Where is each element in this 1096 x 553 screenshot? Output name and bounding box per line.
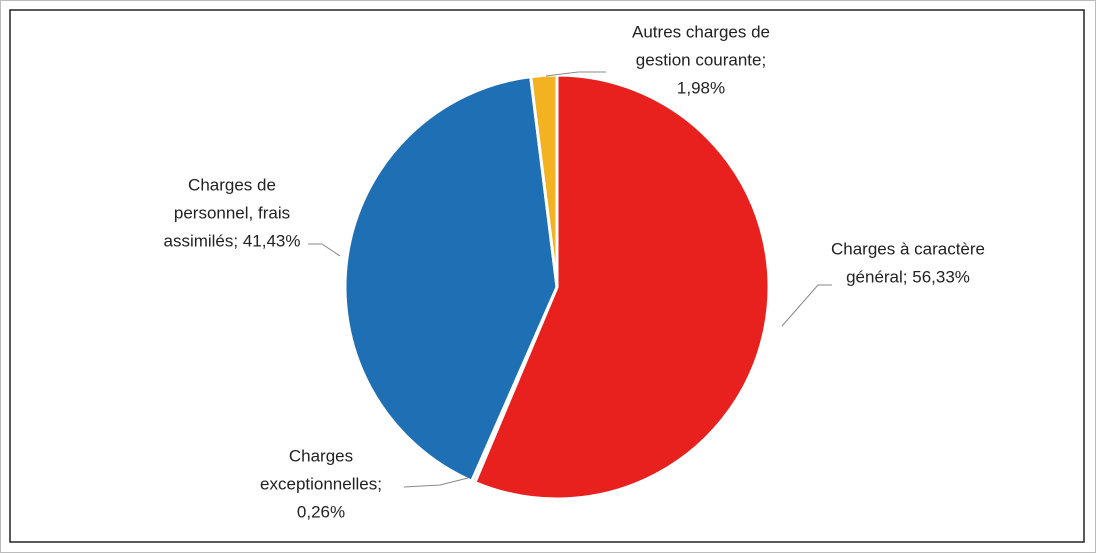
data-label: Autres charges de	[632, 22, 770, 41]
pie-slice	[472, 73, 771, 501]
leader-line	[308, 243, 341, 257]
data-label: assimilés; 41,43%	[163, 231, 300, 250]
data-label: 1,98%	[677, 78, 725, 97]
chart-frame	[9, 9, 1085, 543]
leader-line	[545, 71, 606, 77]
data-label: exceptionnelles;	[260, 474, 382, 493]
data-label: personnel, frais	[174, 203, 290, 222]
data-label: Charges de	[188, 175, 276, 194]
leader-line	[781, 284, 832, 327]
leader-line	[403, 477, 469, 488]
pie-slice	[343, 74, 559, 484]
data-label: gestion courante;	[636, 50, 766, 69]
data-label: général; 56,33%	[846, 267, 970, 286]
data-label: 0,26%	[297, 502, 345, 521]
data-label: Charges à caractère	[831, 239, 985, 258]
data-label: Charges	[289, 446, 353, 465]
